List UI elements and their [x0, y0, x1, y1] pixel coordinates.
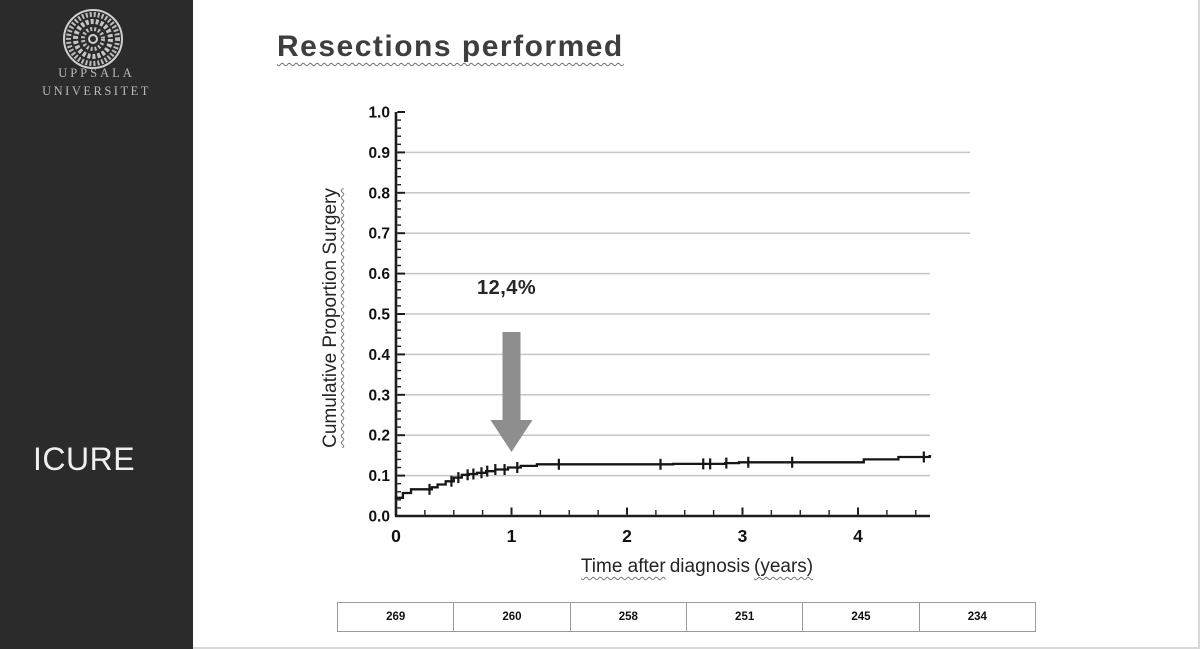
annotation-arrow: [490, 332, 533, 452]
y-tick-label: 0.4: [368, 347, 390, 364]
x-tick-label: 1: [507, 526, 517, 546]
y-gridlines: [397, 151, 970, 477]
censor-marks: [428, 451, 925, 495]
university-name-line2: UNIVERSITET: [42, 84, 151, 98]
y-tick-labels: 0.0 0.1 0.2 0.3 0.4 0.5 0.6 0.7 0.8 0.9 1.0: [368, 105, 390, 526]
y-tick-label: 0.6: [368, 266, 390, 283]
at-risk-cell: 258: [571, 603, 687, 631]
x-major-ticks: [395, 507, 859, 515]
y-axis-title: Cumulative Proportion Surgery: [320, 188, 341, 448]
uppsala-university-seal-icon: [63, 9, 123, 69]
y-tick-label: 0.0: [368, 509, 390, 526]
x-axis-title: Time after diagnosis (years): [579, 556, 815, 578]
at-risk-cell: 260: [454, 603, 571, 631]
at-risk-table: 269 260 258 251 245 234: [337, 602, 1036, 632]
x-tick-label: 3: [738, 526, 748, 546]
y-tick-label: 0.2: [368, 428, 390, 445]
km-curve: [394, 455, 932, 499]
x-axis-title-part2: diagnosis: [669, 556, 750, 577]
x-minor-ticks: [424, 510, 917, 515]
at-risk-cell: 245: [803, 603, 920, 631]
x-tick-labels: 0 1 2 3 4: [391, 526, 863, 546]
x-tick-label: 4: [853, 526, 863, 546]
x-axis-title-part1: Time after: [580, 556, 666, 577]
y-tick-label: 0.9: [368, 145, 390, 162]
y-tick-label: 0.3: [368, 387, 390, 404]
y-tick-label: 0.8: [368, 185, 390, 202]
icure-label: ICURE: [33, 441, 136, 477]
x-tick-label: 2: [622, 526, 632, 546]
x-tick-label: 0: [391, 526, 401, 546]
sidebar: UPPSALA UNIVERSITET ICURE: [0, 0, 193, 649]
at-risk-cell: 269: [338, 603, 455, 631]
axes: [394, 112, 930, 518]
y-tick-label: 0.7: [368, 226, 390, 243]
y-tick-label: 1.0: [368, 105, 390, 122]
university-name-line1: UPPSALA: [58, 66, 135, 80]
y-tick-label: 0.5: [368, 307, 390, 324]
y-major-ticks: [397, 111, 405, 517]
annotation-12-4-percent: 12,4%: [477, 277, 537, 299]
at-risk-cell: 251: [687, 603, 804, 631]
at-risk-cell: 234: [967, 611, 987, 623]
y-minor-ticks: [397, 119, 401, 509]
x-axis-title-part3: (years): [753, 556, 814, 577]
y-tick-label: 0.1: [368, 468, 390, 485]
slide-title: Resections performed: [277, 30, 624, 63]
